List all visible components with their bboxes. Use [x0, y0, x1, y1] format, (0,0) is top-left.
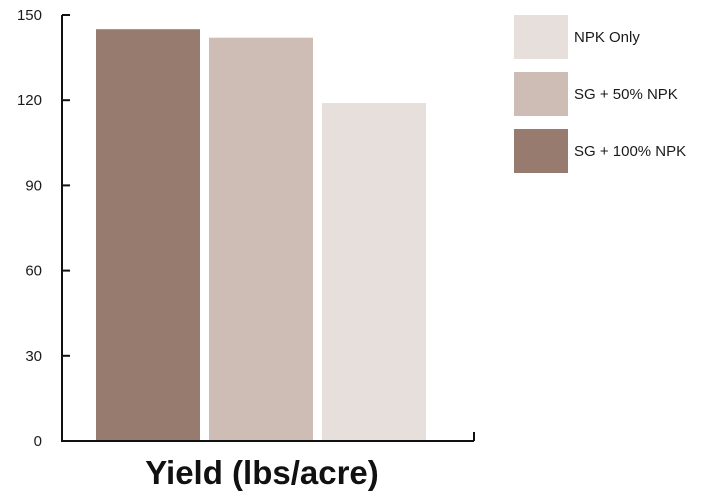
- legend-label: SG + 50% NPK: [574, 86, 678, 103]
- y-tick-label: 60: [25, 263, 42, 280]
- x-axis-label: Yield (lbs/acre): [145, 454, 379, 491]
- legend-swatch: [514, 15, 568, 59]
- y-tick-label: 30: [25, 348, 42, 365]
- bar-sg-50-npk: [209, 37, 313, 441]
- axes: [61, 15, 475, 442]
- y-tick-label: 90: [25, 177, 42, 194]
- y-tick-label: 150: [17, 7, 42, 24]
- y-tick-label: 0: [34, 433, 42, 450]
- legend-swatch: [514, 129, 568, 173]
- legend-label: NPK Only: [574, 29, 640, 46]
- bar-sg-100-npk: [96, 29, 200, 441]
- legend: NPK Only SG + 50% NPK SG + 100% NPK: [514, 15, 686, 173]
- y-ticks: 0 30 60 90 120 150: [17, 7, 70, 450]
- legend-swatch: [514, 72, 568, 116]
- bar-npk-only: [322, 103, 426, 441]
- bars: [96, 29, 426, 441]
- y-tick-label: 120: [17, 92, 42, 109]
- legend-label: SG + 100% NPK: [574, 143, 686, 160]
